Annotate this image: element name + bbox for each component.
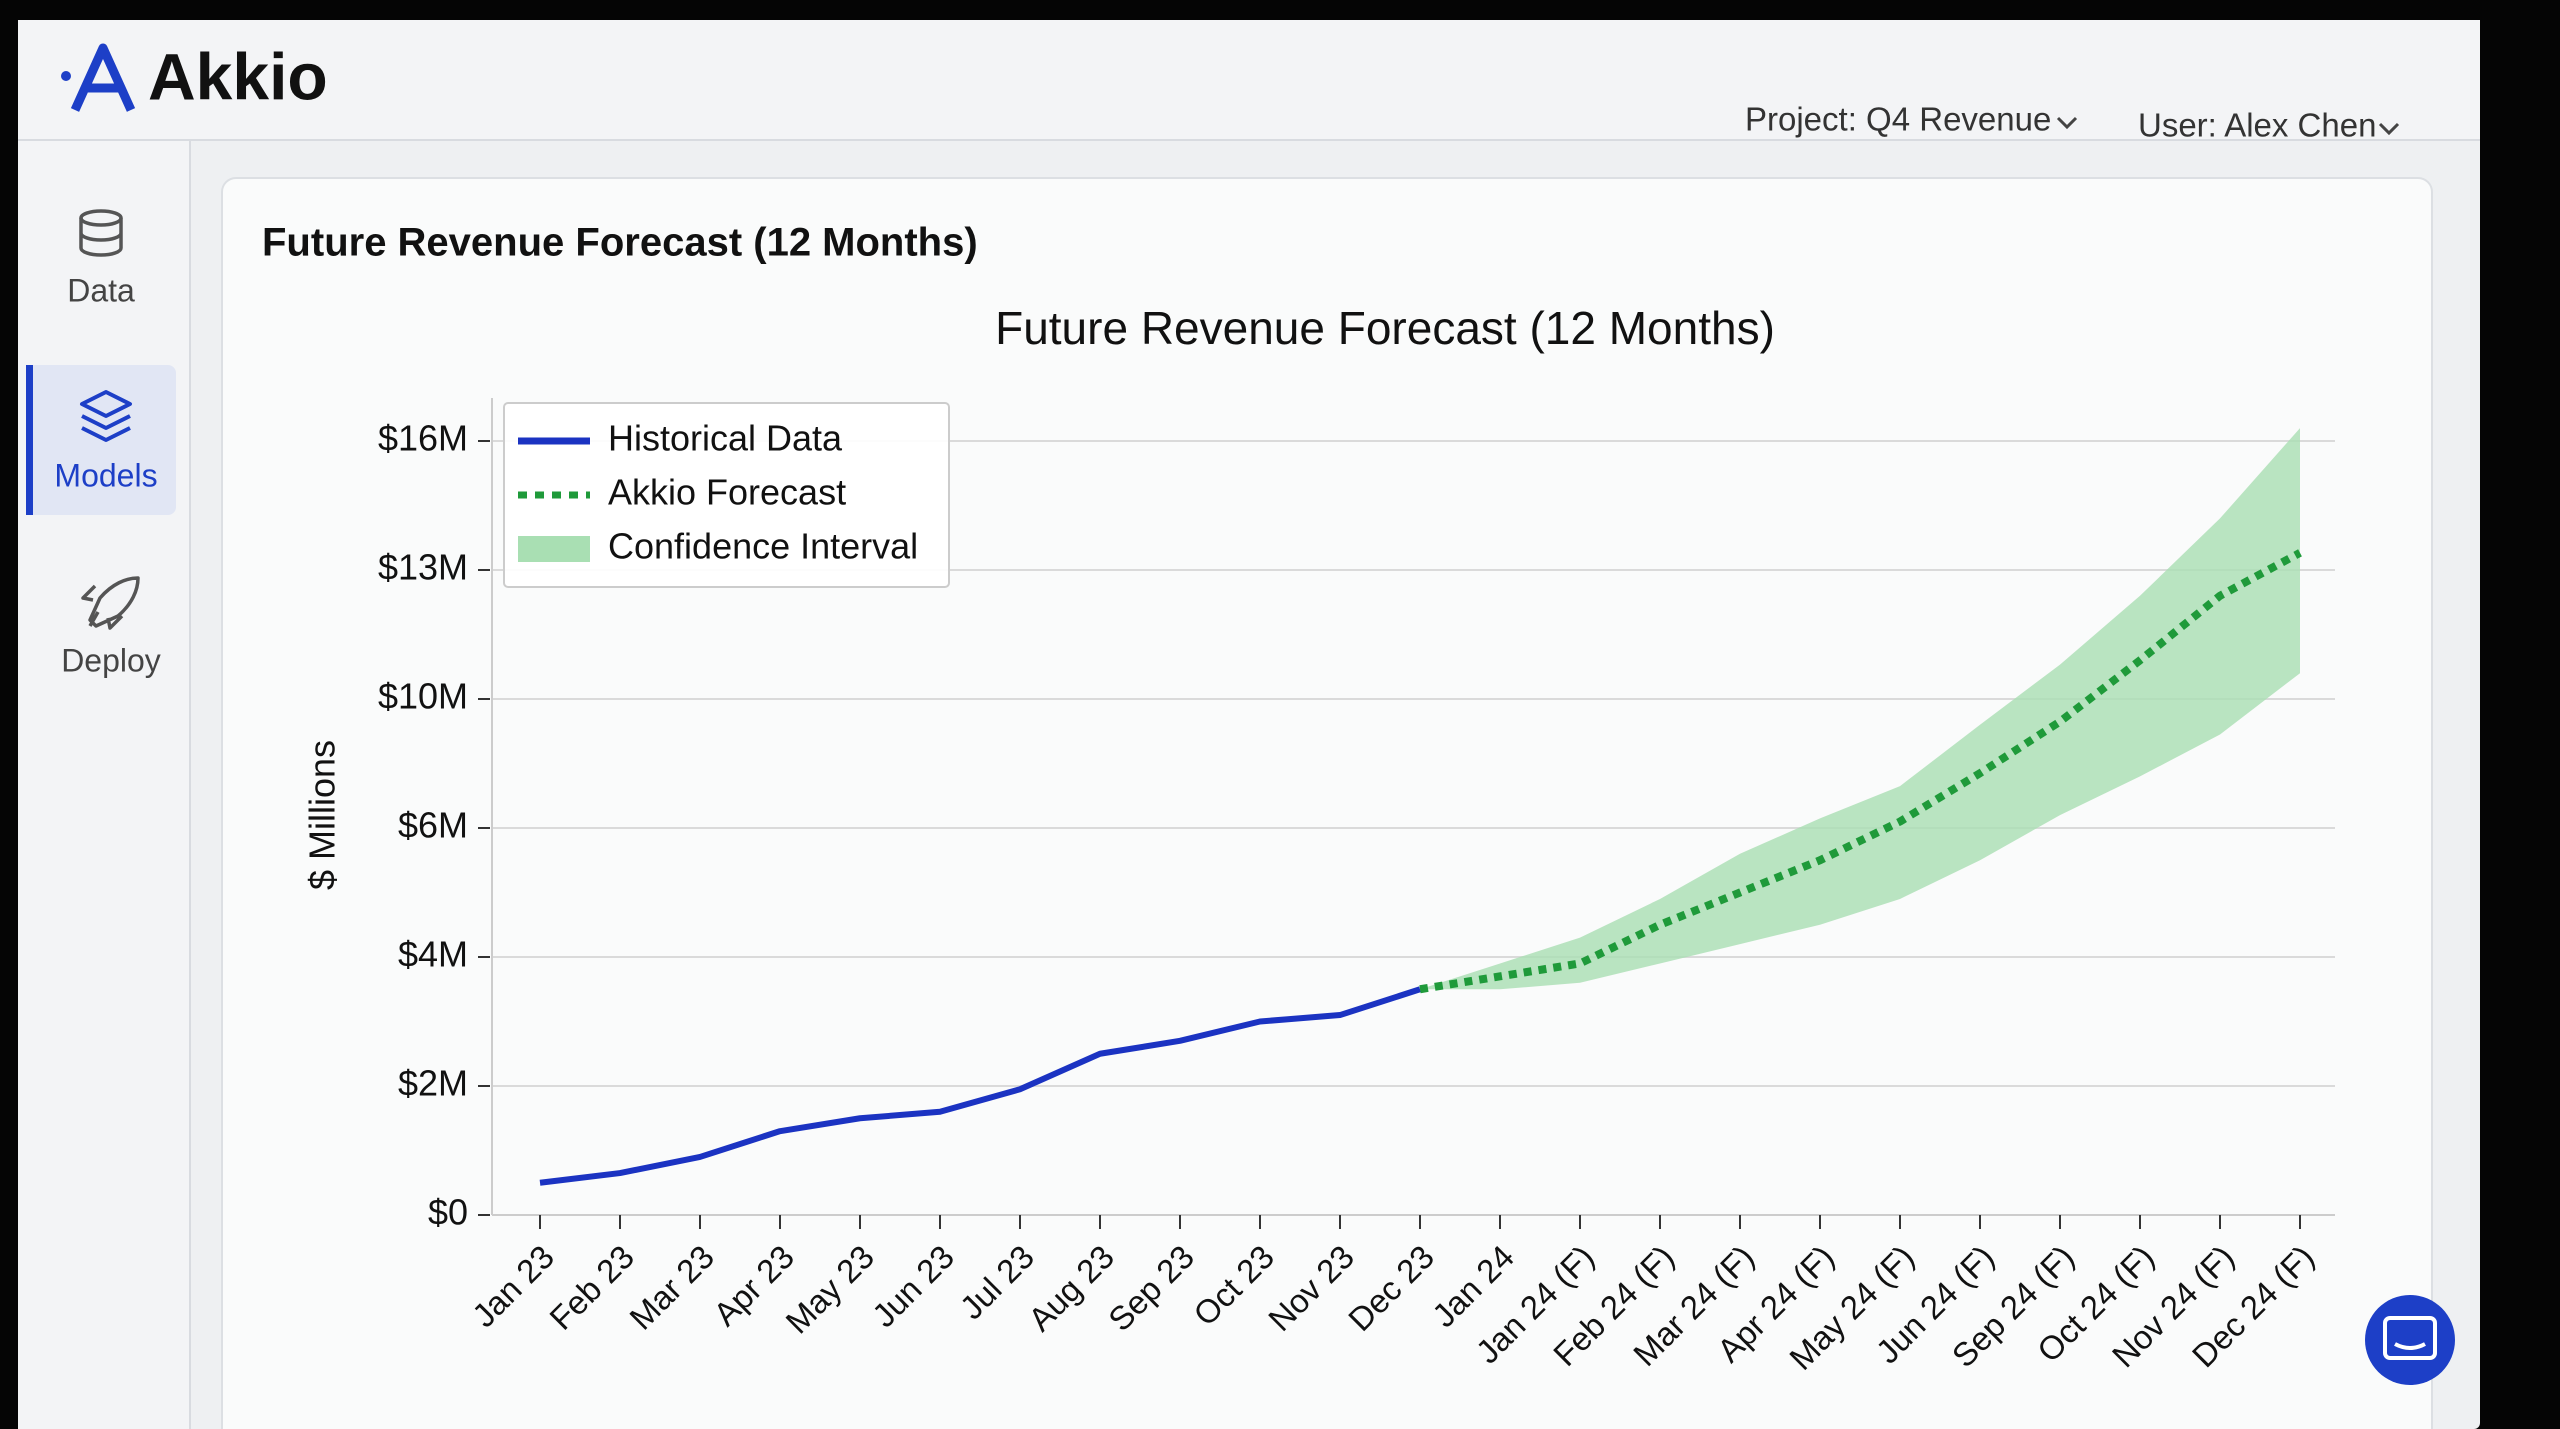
nav-label: Deploy	[61, 642, 161, 678]
nav-data[interactable]: Data	[67, 209, 135, 308]
legend-swatch	[518, 536, 590, 562]
user-label: User: Alex Chen	[2138, 107, 2376, 144]
nav-deploy[interactable]: Deploy	[61, 576, 161, 678]
chat-bubble	[2365, 1295, 2455, 1385]
nav-models[interactable]: Models	[26, 365, 176, 515]
legend-label: Confidence Interval	[608, 526, 918, 567]
nav-active-bg	[26, 365, 176, 515]
data-icon	[79, 218, 123, 257]
logo-icon	[70, 43, 136, 112]
legend-label: Akkio Forecast	[608, 472, 846, 513]
series-line	[539, 986, 1421, 1186]
logo[interactable]: Akkio	[61, 39, 328, 113]
nav-label: Models	[54, 457, 157, 493]
models-icon	[80, 390, 132, 442]
project-label: Project: Q4 Revenue	[1745, 101, 2051, 138]
chat-button[interactable]	[2365, 1295, 2455, 1385]
chat-icon	[2383, 1316, 2437, 1360]
nav-active-bar	[26, 365, 33, 515]
sidebar	[18, 141, 190, 1429]
deploy-icon	[81, 576, 140, 630]
card-title: Future Revenue Forecast (12 Months)	[262, 221, 978, 265]
y-tick-label: $6M	[398, 805, 468, 846]
chevron	[2056, 116, 2078, 130]
confidence-band	[1420, 428, 2300, 990]
project-menu[interactable]: Project: Q4 Revenue	[1745, 101, 2078, 138]
legend-box	[503, 402, 950, 588]
nav-label: Data	[67, 272, 135, 308]
logo-dot	[61, 71, 71, 81]
y-tick-label: $4M	[398, 934, 468, 975]
y-tick-label: $13M	[378, 547, 468, 588]
y-tick-label: $2M	[398, 1063, 468, 1104]
chevron	[2378, 122, 2400, 136]
logo-text: Akkio	[148, 39, 328, 113]
chart-title: Future Revenue Forecast (12 Months)	[995, 302, 1775, 354]
y-tick-label: $0	[428, 1192, 468, 1233]
y-tick-label: $10M	[378, 676, 468, 717]
top-bar	[18, 20, 2480, 140]
series-line	[1419, 549, 2302, 994]
y-tick-label: $16M	[378, 418, 468, 459]
card	[221, 177, 2433, 1429]
user-menu[interactable]: User: Alex Chen	[2138, 107, 2400, 144]
y-axis-label: $ Millions	[302, 740, 343, 890]
legend-label: Historical Data	[608, 418, 843, 459]
